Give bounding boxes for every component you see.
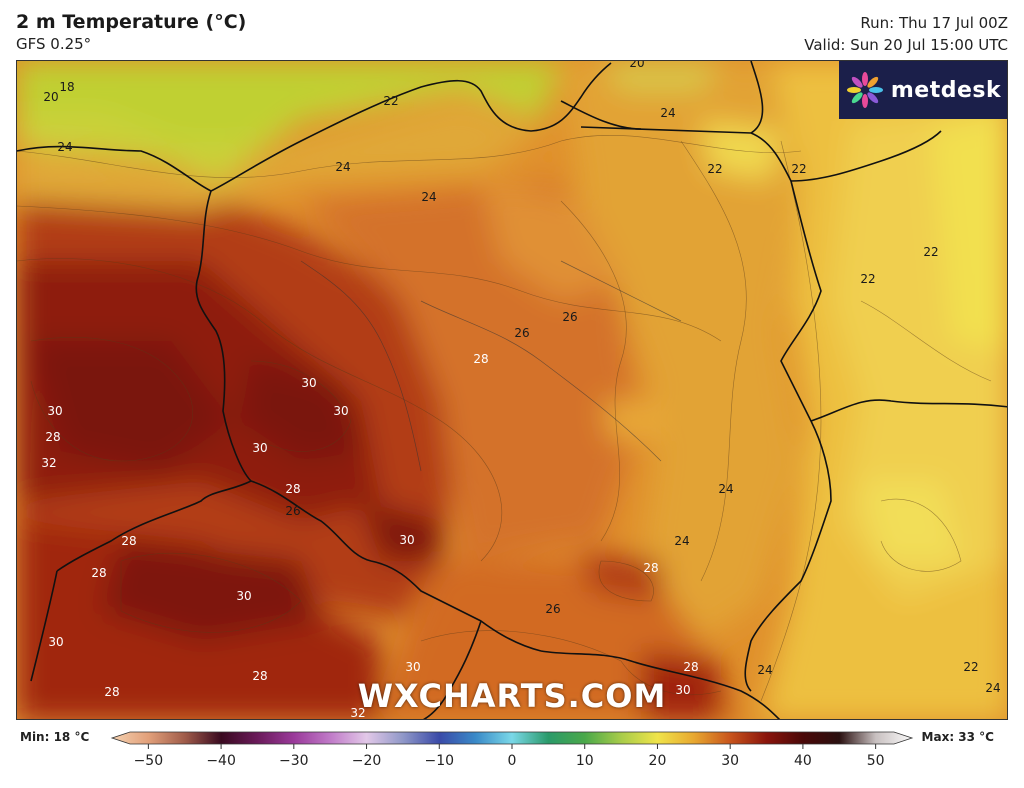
colorbar-footer: Min: 18 °C Max: 33 °C −50 −40 −30 −20 −10 0 10…	[0, 724, 1024, 784]
contour-label: 26	[285, 504, 300, 518]
contour-label: 30	[236, 589, 251, 603]
contour-label: 24	[335, 160, 350, 174]
contour-label: 28	[104, 685, 119, 699]
temperature-map[interactable]: 18 20 20 22 24 24 24 24 22 22 22 22 26 26 28 30 30 30 28 32…	[16, 60, 1008, 720]
chart-title: 2 m Temperature (°C)	[16, 11, 247, 33]
min-label: Min: 18 °C	[20, 730, 90, 744]
contour-label: 30	[48, 635, 63, 649]
valid-time: Valid: Sun 20 Jul 15:00 UTC	[804, 36, 1008, 54]
colorbar-tick-label: −30	[279, 753, 309, 769]
colorbar-gradient	[110, 731, 914, 745]
contour-lines	[17, 135, 992, 702]
header-right: Run: Thu 17 Jul 00Z Valid: Sun 20 Jul 15…	[804, 12, 1008, 56]
contour-label: 26	[562, 310, 577, 324]
colorbar-tick-label: −40	[206, 753, 236, 769]
contour-label: 24	[985, 681, 1000, 695]
metdesk-flower-icon	[846, 72, 883, 108]
contour-label: 28	[121, 534, 136, 548]
contour-label: 22	[860, 272, 875, 286]
contour-label: 20	[43, 90, 58, 104]
contour-label: 24	[57, 140, 72, 154]
contour-label: 28	[91, 566, 106, 580]
country-borders	[17, 61, 1007, 719]
colorbar-tick-label: −50	[134, 753, 164, 769]
colorbar-tick-label: 30	[721, 753, 739, 769]
watermark: WXCHARTS.COM	[357, 677, 667, 715]
contour-label: 30	[252, 441, 267, 455]
model-name: GFS 0.25°	[16, 35, 92, 53]
colorbar-tick-label: 20	[649, 753, 667, 769]
contour-label: 32	[350, 706, 365, 720]
max-label: Max: 33 °C	[921, 730, 994, 744]
contour-label: 18	[59, 80, 74, 94]
contour-label: 28	[643, 561, 658, 575]
colorbar: −50 −40 −30 −20 −10 0 10 20 30 40 50	[110, 731, 914, 769]
header-left: 2 m Temperature (°C) GFS 0.25°	[16, 10, 246, 54]
contour-label: 22	[707, 162, 722, 176]
contour-label: 24	[660, 106, 675, 120]
colorbar-ticks: −50 −40 −30 −20 −10 0 10 20 30 40 50	[134, 744, 885, 769]
temperature-field	[17, 61, 1007, 719]
contour-label: 24	[757, 663, 772, 677]
contour-label: 24	[718, 482, 733, 496]
contour-label: 28	[683, 660, 698, 674]
contour-label: 26	[514, 326, 529, 340]
colorbar-tick-label: 40	[794, 753, 812, 769]
logo-text: metdesk	[890, 77, 1002, 103]
contour-label: 20	[629, 61, 644, 70]
contour-label: 22	[791, 162, 806, 176]
contour-label: 30	[301, 376, 316, 390]
contour-label: 22	[923, 245, 938, 259]
run-time: Run: Thu 17 Jul 00Z	[860, 14, 1008, 32]
contour-label: 24	[674, 534, 689, 548]
contour-label: 30	[405, 660, 420, 674]
colorbar-tick-label: −20	[352, 753, 382, 769]
contour-label: 22	[383, 94, 398, 108]
contour-label: 24	[421, 190, 436, 204]
rivers	[300, 260, 682, 472]
contour-label: 30	[333, 404, 348, 418]
contour-label: 30	[675, 683, 690, 697]
contour-label: 26	[545, 602, 560, 616]
contour-label: 22	[963, 660, 978, 674]
colorbar-tick-label: 10	[576, 753, 594, 769]
colorbar-tick-label: 0	[508, 753, 517, 769]
contour-label: 28	[473, 352, 488, 366]
contour-label: 28	[45, 430, 60, 444]
metdesk-logo: metdesk	[839, 61, 1007, 119]
contour-label: 28	[252, 669, 267, 683]
contour-label: 28	[285, 482, 300, 496]
contour-label: 30	[399, 533, 414, 547]
colorbar-tick-label: −10	[424, 753, 454, 769]
contour-label: 32	[41, 456, 56, 470]
contour-label: 30	[47, 404, 62, 418]
colorbar-tick-label: 50	[867, 753, 885, 769]
